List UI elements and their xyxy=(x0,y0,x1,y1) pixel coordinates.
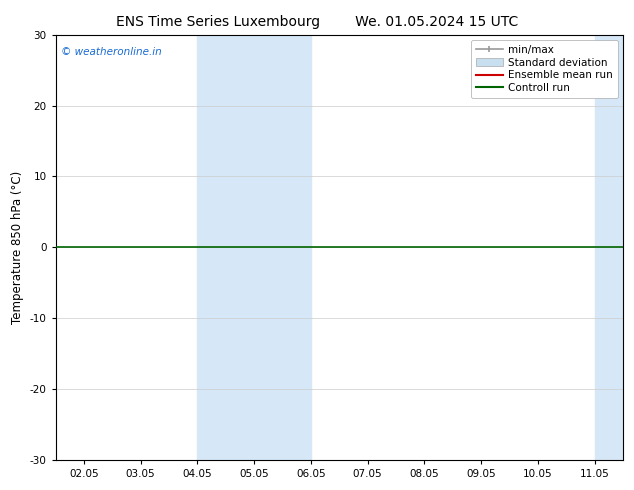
Text: ENS Time Series Luxembourg        We. 01.05.2024 15 UTC: ENS Time Series Luxembourg We. 01.05.202… xyxy=(116,15,518,29)
Text: © weatheronline.in: © weatheronline.in xyxy=(61,48,162,57)
Y-axis label: Temperature 850 hPa (°C): Temperature 850 hPa (°C) xyxy=(11,171,24,324)
Legend: min/max, Standard deviation, Ensemble mean run, Controll run: min/max, Standard deviation, Ensemble me… xyxy=(471,40,618,98)
Bar xyxy=(197,35,311,460)
Bar xyxy=(595,35,626,460)
